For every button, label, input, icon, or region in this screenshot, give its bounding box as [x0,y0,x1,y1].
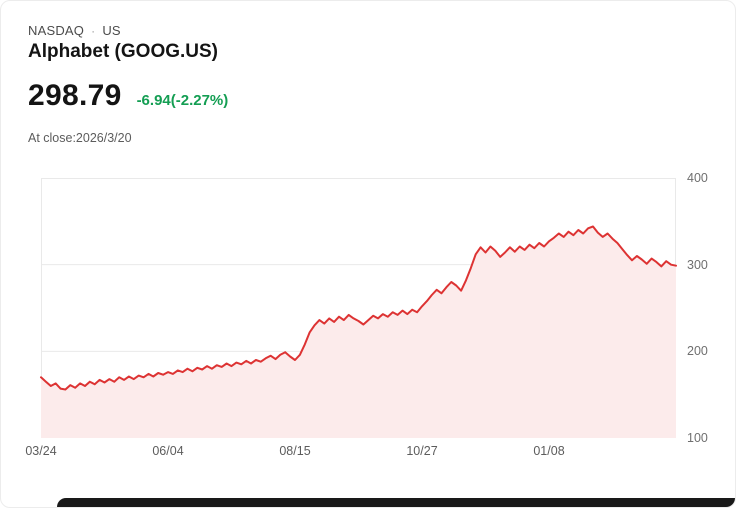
x-axis-label: 06/04 [152,444,184,458]
region-label: US [102,23,121,38]
exchange-row: NASDAQ · US [28,23,121,38]
x-axis-label: 03/24 [25,444,57,458]
y-axis-label: 400 [687,171,708,185]
exchange-label: NASDAQ [28,23,85,38]
y-axis-label: 200 [687,344,708,359]
y-axis-label: 300 [687,257,708,272]
x-axis-label: 08/15 [279,444,311,458]
y-axis-label: 100 [687,431,708,445]
price-chart[interactable] [40,178,677,438]
bottom-panel-edge [57,498,735,507]
current-price: 298.79 [28,79,122,112]
stock-title: Alphabet (GOOG.US) [28,41,218,62]
separator-dot: · [91,23,96,38]
x-axis-label: 10/27 [406,444,438,458]
price-change: -6.94(-2.27%) [136,92,229,109]
x-axis-label: 01/08 [533,444,565,458]
price-chart-svg[interactable] [40,178,677,438]
price-row: 298.79 -6.94(-2.27%) [28,79,228,113]
close-note: At close:2026/3/20 [28,131,132,145]
price-area [41,226,676,438]
price-line [40,225,677,391]
